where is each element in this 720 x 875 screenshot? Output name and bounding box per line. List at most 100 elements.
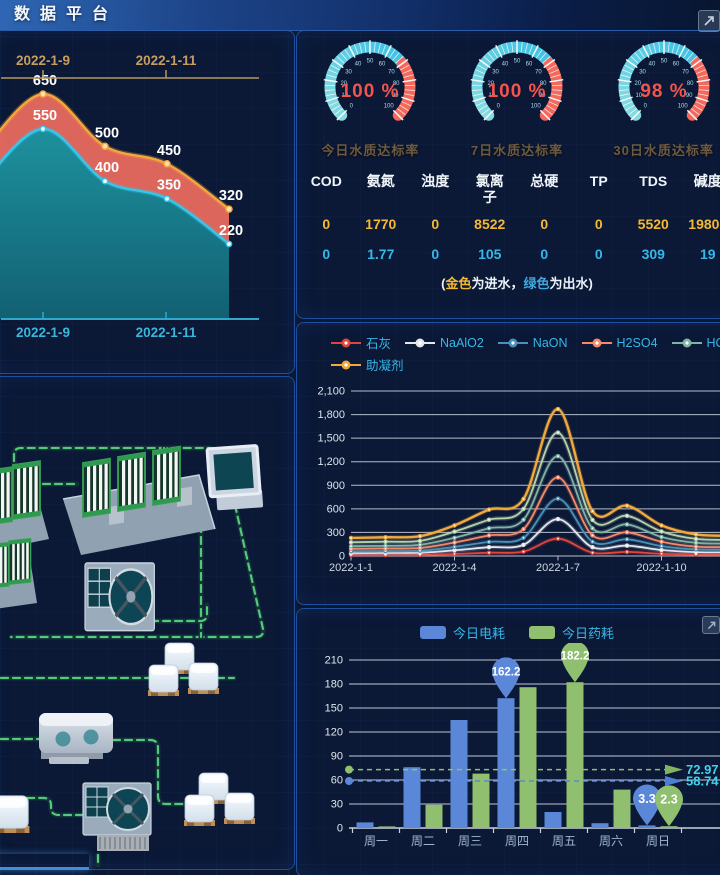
page-title: 数据平台 [14,6,119,23]
legend-item-今日电耗[interactable]: 今日电耗 [419,623,505,642]
table-header: 氯离子 [475,173,504,206]
svg-text:450: 450 [157,143,181,159]
svg-text:0: 0 [497,104,501,110]
svg-text:1,200: 1,200 [317,456,345,468]
svg-text:周四: 周四 [505,834,529,848]
svg-text:2022-1-7: 2022-1-7 [536,562,580,574]
expand-icon[interactable] [702,616,720,634]
table-cell: 0 [322,216,331,233]
panel-dosing-trend: 石灰NaAlO2NaONH2SO4HCLNaCLO助凝剂 03006009001… [296,322,720,605]
table-cell: 0 [594,216,603,233]
table-cell: 0 [322,246,331,263]
svg-text:50: 50 [514,59,521,65]
svg-text:80: 80 [540,81,547,87]
legend-item-HCL[interactable]: HCL [671,336,720,350]
table-header: TP [589,173,608,189]
svg-text:70: 70 [535,69,542,75]
svg-text:100: 100 [531,104,542,110]
svg-text:650: 650 [33,73,57,89]
gauge-label: 今日水质达标率 [321,143,420,158]
svg-text:2022-1-10: 2022-1-10 [636,562,686,574]
svg-text:周日: 周日 [646,834,670,848]
svg-text:20: 20 [341,81,348,87]
svg-text:1,800: 1,800 [317,409,345,421]
svg-text:120: 120 [325,727,343,739]
app-header: 数据平台 [0,0,720,31]
legend-item-石灰[interactable]: 石灰 [331,333,391,352]
svg-text:30: 30 [492,69,499,75]
svg-text:100 %: 100 % [488,81,547,102]
svg-text:400: 400 [95,160,119,176]
svg-text:100 %: 100 % [341,81,400,102]
table-cell: 0 [540,246,549,263]
expand-icon[interactable] [698,10,720,32]
note-part: ( [441,276,446,292]
panel-corner-accent [0,854,89,870]
svg-text:100: 100 [384,104,395,110]
svg-text:550: 550 [33,108,57,124]
table-note: (金色为进水，绿色为出水) [297,273,720,292]
svg-text:周三: 周三 [458,834,482,848]
svg-text:20: 20 [634,81,641,87]
consumption-legend: 今日电耗 今日药耗 [297,609,720,643]
panel-consumption: 今日电耗 今日药耗 0 30 60 90 120 150 180 210 周一 周二 周三 周四 周五 周六… [296,608,720,875]
svg-text:2022-1-11: 2022-1-11 [136,325,197,340]
svg-text:2,100: 2,100 [317,386,345,398]
arrow-ne-icon [704,16,714,26]
svg-text:70: 70 [388,69,395,75]
svg-text:70: 70 [682,69,689,75]
clarifier-1 [83,561,157,633]
svg-text:40: 40 [355,61,362,67]
svg-text:10: 10 [635,93,642,99]
legend-item-今日药耗[interactable]: 今日药耗 [529,623,614,642]
svg-text:10: 10 [342,93,349,99]
svg-text:60: 60 [331,775,343,787]
legend-item-NaON[interactable]: NaON [497,336,568,350]
svg-text:2022-1-1: 2022-1-1 [329,562,373,574]
svg-text:2022-1-4: 2022-1-4 [432,562,476,574]
legend-item-助凝剂[interactable]: 助凝剂 [331,355,404,374]
svg-text:50: 50 [367,59,374,65]
svg-text:周六: 周六 [599,834,623,848]
table-cell: 0 [431,216,440,233]
svg-text:220: 220 [219,223,243,239]
svg-text:320: 320 [219,188,243,204]
svg-text:0: 0 [350,104,354,110]
table-cell: 0 [431,246,440,263]
svg-text:600: 600 [327,503,345,515]
table-cell: 0 [594,246,603,263]
table-header: TDS [639,173,668,189]
svg-text:2022-1-9: 2022-1-9 [16,53,70,68]
gauge-1: 0 10 20 30 40 50 60 70 80 90 100 100 % 7日水质达标率 [444,37,591,159]
legend-item-H2SO4[interactable]: H2SO4 [581,336,658,350]
dosing-machine [39,713,113,764]
svg-text:2.3: 2.3 [660,793,677,807]
svg-text:80: 80 [686,81,693,87]
table-header: 总硬 [530,173,559,189]
dosing-line-chart: 0 300 600 900 1,200 1,500 1,800 2,100 2022-1-1 20… [317,386,720,574]
legend-item-NaAlO2[interactable]: NaAlO2 [405,336,484,350]
svg-text:98 %: 98 % [640,81,687,102]
svg-text:182.2: 182.2 [561,651,590,663]
note-part: 金色 [445,276,472,292]
table-header: 碱度 [693,173,720,189]
clarifier-2 [81,781,153,851]
membrane-rack-center [62,445,216,555]
ibc-totes-2 [183,772,256,827]
table-cell: 1770 [365,216,397,233]
gauge-label: 7日水质达标率 [470,143,564,158]
svg-text:周五: 周五 [552,834,576,848]
table-row-1: 0 1.77 0 105 0 0 309 19 [299,239,720,269]
svg-text:周一: 周一 [364,834,388,848]
table-cell: 105 [478,246,502,263]
panel-inlet-outlet-trend: 650 550 500 400 450 350 320 220 2022-1-9 2022-1-1… [0,30,295,374]
chemical-tank [205,444,264,511]
ibc-tote-left [0,795,31,834]
svg-text:周二: 周二 [411,834,435,848]
table-cell: 1.77 [367,246,395,263]
dosing-legend: 石灰NaAlO2NaONH2SO4HCLNaCLO助凝剂 [297,323,720,377]
svg-text:90: 90 [331,751,343,763]
membrane-rack-small [0,538,37,609]
table-cell: 8522 [474,216,506,233]
